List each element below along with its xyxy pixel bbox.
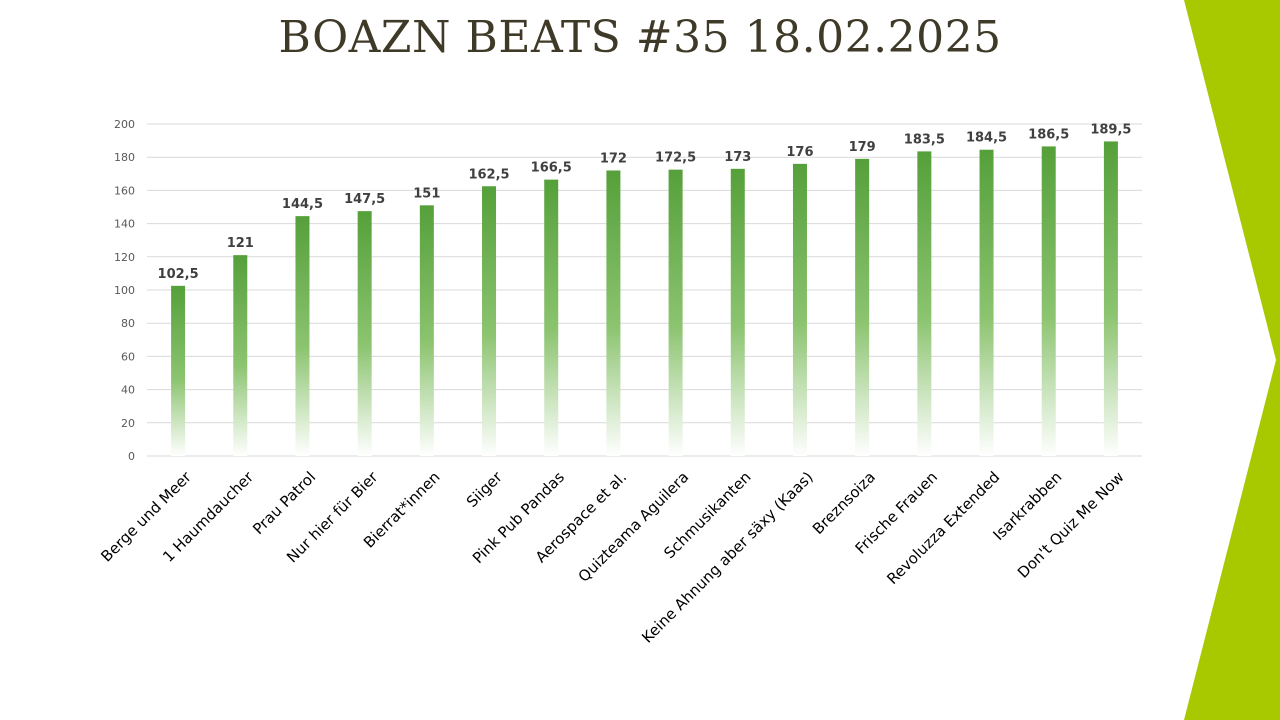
- bars: [171, 141, 1118, 457]
- slide-title: BOAZN BEATS #35 18.02.2025: [278, 12, 1002, 63]
- bar: [357, 211, 372, 456]
- data-label: 102,5: [158, 267, 199, 282]
- bar: [233, 255, 248, 456]
- y-tick-label: 20: [121, 417, 135, 430]
- y-tick-label: 40: [121, 384, 135, 397]
- data-labels: 102,5 121 144,5 147,5 151 162,5 166,5 172 172,5 1…: [158, 122, 1132, 281]
- data-label: 166,5: [531, 161, 572, 176]
- gridlines: [147, 123, 1142, 457]
- y-tick-label: 80: [121, 317, 135, 330]
- y-tick-label: 180: [114, 151, 135, 164]
- bar: [544, 179, 559, 457]
- bar: [1103, 141, 1118, 456]
- bar: [482, 186, 497, 456]
- data-label: 121: [227, 236, 254, 251]
- data-label: 173: [724, 150, 751, 165]
- accent-chevron-polygon: [1184, 0, 1280, 720]
- accent-chevron-shape: [1184, 0, 1280, 720]
- y-tick-label: 140: [114, 218, 135, 231]
- bar: [917, 151, 932, 456]
- category-label: Siiger: [463, 467, 507, 511]
- bar: [606, 170, 621, 457]
- bar: [419, 205, 434, 456]
- y-tick-label: 120: [114, 251, 135, 264]
- bar: [855, 158, 870, 457]
- data-label: 144,5: [282, 197, 323, 212]
- category-label: Don't Quiz Me Now: [1014, 468, 1128, 582]
- data-label: 186,5: [1028, 127, 1069, 142]
- bar: [730, 168, 745, 456]
- category-label: Quizteama Aguilera: [575, 468, 693, 586]
- data-label: 184,5: [966, 131, 1007, 146]
- bar-chart: 0 20 40 60 80 100 120 140 160 180 200 102,5 121 144,…: [97, 118, 1142, 647]
- y-tick-label: 0: [128, 450, 135, 463]
- y-tick-label: 200: [114, 118, 135, 131]
- category-label: Revoluzza Extended: [883, 468, 1003, 588]
- bar: [171, 285, 186, 456]
- data-label: 147,5: [344, 192, 385, 207]
- bar: [1041, 146, 1056, 456]
- data-label: 179: [849, 140, 876, 155]
- y-tick-label: 160: [114, 184, 135, 197]
- data-label: 183,5: [904, 132, 945, 147]
- data-label: 151: [413, 186, 440, 201]
- data-label: 189,5: [1090, 122, 1131, 137]
- bar: [792, 163, 807, 456]
- data-label: 172,5: [655, 151, 696, 166]
- bar: [295, 216, 310, 456]
- data-label: 172: [600, 151, 627, 166]
- data-label: 176: [786, 145, 813, 160]
- bar: [979, 149, 994, 457]
- y-tick-label: 60: [121, 350, 135, 363]
- y-axis-tick-labels: 0 20 40 60 80 100 120 140 160 180 200: [114, 118, 135, 463]
- data-label: 162,5: [468, 167, 509, 182]
- y-tick-label: 100: [114, 284, 135, 297]
- bar: [668, 169, 683, 456]
